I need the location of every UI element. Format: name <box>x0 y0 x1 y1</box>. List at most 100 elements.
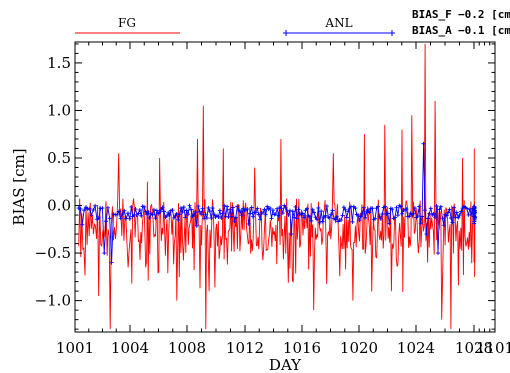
anl-point <box>147 215 152 220</box>
anl-point <box>373 216 378 221</box>
anl-point <box>210 206 215 211</box>
anl-point <box>166 210 171 215</box>
anl-point <box>232 219 237 224</box>
anl-point <box>447 207 452 212</box>
anl-point <box>174 211 179 216</box>
anl-point <box>412 206 417 211</box>
anl-point <box>276 213 281 218</box>
anl-point <box>104 219 109 224</box>
anl-point <box>427 211 432 216</box>
anl-point <box>228 207 233 212</box>
anl-point <box>170 208 175 213</box>
anl-point <box>197 209 202 214</box>
anl-point <box>292 215 297 220</box>
anl-point <box>340 213 345 218</box>
anl-point <box>309 218 314 223</box>
anl-point <box>268 206 273 211</box>
anl-point <box>152 207 157 212</box>
anl-point <box>209 216 214 221</box>
anl-point <box>204 216 209 221</box>
bias-f-value: −0.2 [cm] <box>458 8 510 21</box>
anl-point <box>434 204 439 209</box>
anl-point <box>118 216 123 221</box>
anl-point <box>76 206 81 211</box>
anl-point <box>171 215 176 220</box>
bias-a-label: BIAS_A <box>412 24 452 37</box>
anl-point <box>150 212 155 217</box>
anl-point <box>310 207 315 212</box>
anl-point <box>115 212 120 217</box>
anl-point <box>153 216 158 221</box>
anl-point <box>423 208 428 213</box>
anl-point <box>223 214 228 219</box>
anl-point <box>220 211 225 216</box>
anl-point <box>415 214 420 219</box>
anl-point <box>449 216 454 221</box>
anl-point <box>181 205 186 210</box>
anl-point <box>431 211 436 216</box>
anl-point <box>233 215 238 220</box>
anl-point <box>180 209 185 214</box>
x-tick-label: 1101 <box>476 339 510 357</box>
anl-point <box>238 209 243 214</box>
anl-point <box>333 217 338 222</box>
anl-point <box>361 205 366 210</box>
x-tick-label: 1004 <box>111 339 149 357</box>
anl-point <box>164 214 169 219</box>
anl-point <box>87 206 92 211</box>
x-tick-label: 1012 <box>226 339 264 357</box>
anl-point <box>433 215 438 220</box>
anl-point <box>262 207 267 212</box>
anl-point <box>183 215 188 220</box>
anl-point <box>353 206 358 211</box>
anl-point <box>189 207 194 212</box>
anl-point <box>453 215 458 220</box>
anl-point <box>346 209 351 214</box>
anl-point <box>450 220 455 225</box>
anl-point <box>350 219 355 224</box>
y-axis: −1.0 −0.5 0.0 0.5 1.0 1.5 <box>35 43 495 330</box>
anl-point <box>296 207 301 212</box>
anl-point <box>387 221 392 226</box>
anl-point <box>438 204 443 209</box>
anl-point <box>317 220 322 225</box>
anl-point <box>100 206 105 211</box>
anl-point <box>398 204 403 209</box>
anl-point <box>275 206 280 211</box>
anl-point <box>420 214 425 219</box>
anl-point <box>424 232 429 237</box>
anl-point <box>193 210 198 215</box>
anl-point <box>105 205 110 210</box>
anl-point <box>295 216 300 221</box>
legend-markers-anl <box>283 30 395 36</box>
anl-point <box>273 212 278 217</box>
anl-point <box>344 215 349 220</box>
anl-point <box>287 208 292 213</box>
anl-point <box>394 205 399 210</box>
anl-point <box>184 208 189 213</box>
anl-point <box>159 207 164 212</box>
anl-point <box>176 217 181 222</box>
anl-point <box>282 203 287 208</box>
anl-point <box>339 218 344 223</box>
anl-point <box>146 209 151 214</box>
legend-marker-anl <box>283 30 289 36</box>
y-tick-label: 0.0 <box>47 197 71 215</box>
anl-point <box>357 218 362 223</box>
anl-point <box>411 211 416 216</box>
anl-point <box>393 215 398 220</box>
anl-point <box>472 215 477 220</box>
anl-point <box>258 217 263 222</box>
anl-point <box>290 209 295 214</box>
x-axis-label: DAY <box>269 356 302 373</box>
anl-point <box>440 216 445 221</box>
anl-point <box>178 206 183 211</box>
anl-point <box>300 211 305 216</box>
anl-point <box>366 207 371 212</box>
legend-label-anl: ANL <box>324 16 352 30</box>
anl-point <box>380 212 385 217</box>
anl-point <box>216 214 221 219</box>
anl-point <box>289 232 294 237</box>
